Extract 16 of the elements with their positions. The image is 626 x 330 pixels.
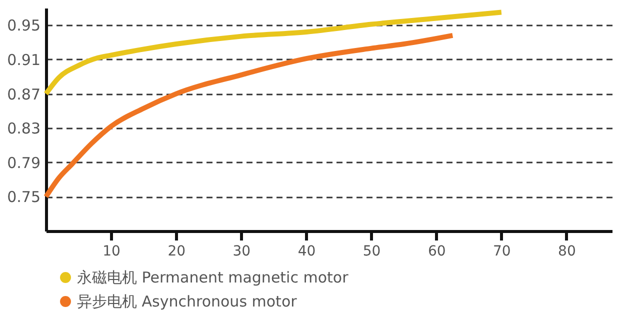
x-tick-label: 10: [102, 244, 120, 260]
y-tick-label: 0.83: [7, 120, 40, 138]
x-tick-label: 80: [558, 244, 576, 260]
legend-label: 永磁电机 Permanent magnetic motor: [77, 268, 350, 286]
x-tick-label: 20: [168, 244, 186, 260]
y-tick-label: 0.95: [7, 16, 40, 35]
y-tick-label: 0.87: [7, 85, 40, 104]
x-tick-label: 70: [492, 244, 511, 260]
x-tick-label: 50: [362, 244, 381, 260]
y-tick-label: 0.79: [7, 154, 40, 172]
x-tick-label: 30: [232, 244, 251, 260]
y-tick-label: 0.75: [7, 188, 40, 206]
y-tick-label: 0.91: [7, 50, 40, 69]
x-tick-label: 60: [428, 244, 446, 260]
x-tick-label: 40: [298, 244, 316, 260]
legend-label: 异步电机 Asynchronous motor: [77, 292, 298, 310]
